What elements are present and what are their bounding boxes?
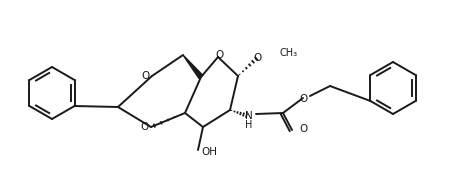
Text: O: O [215,50,223,60]
Text: O: O [142,71,150,81]
Text: O: O [300,94,308,104]
Text: O: O [141,122,149,132]
Polygon shape [183,55,203,78]
Text: CH₃: CH₃ [279,48,297,58]
Text: N: N [245,111,253,121]
Text: OH: OH [201,147,217,157]
Text: O: O [299,124,307,134]
Text: O: O [254,53,262,63]
Text: H: H [245,120,253,130]
